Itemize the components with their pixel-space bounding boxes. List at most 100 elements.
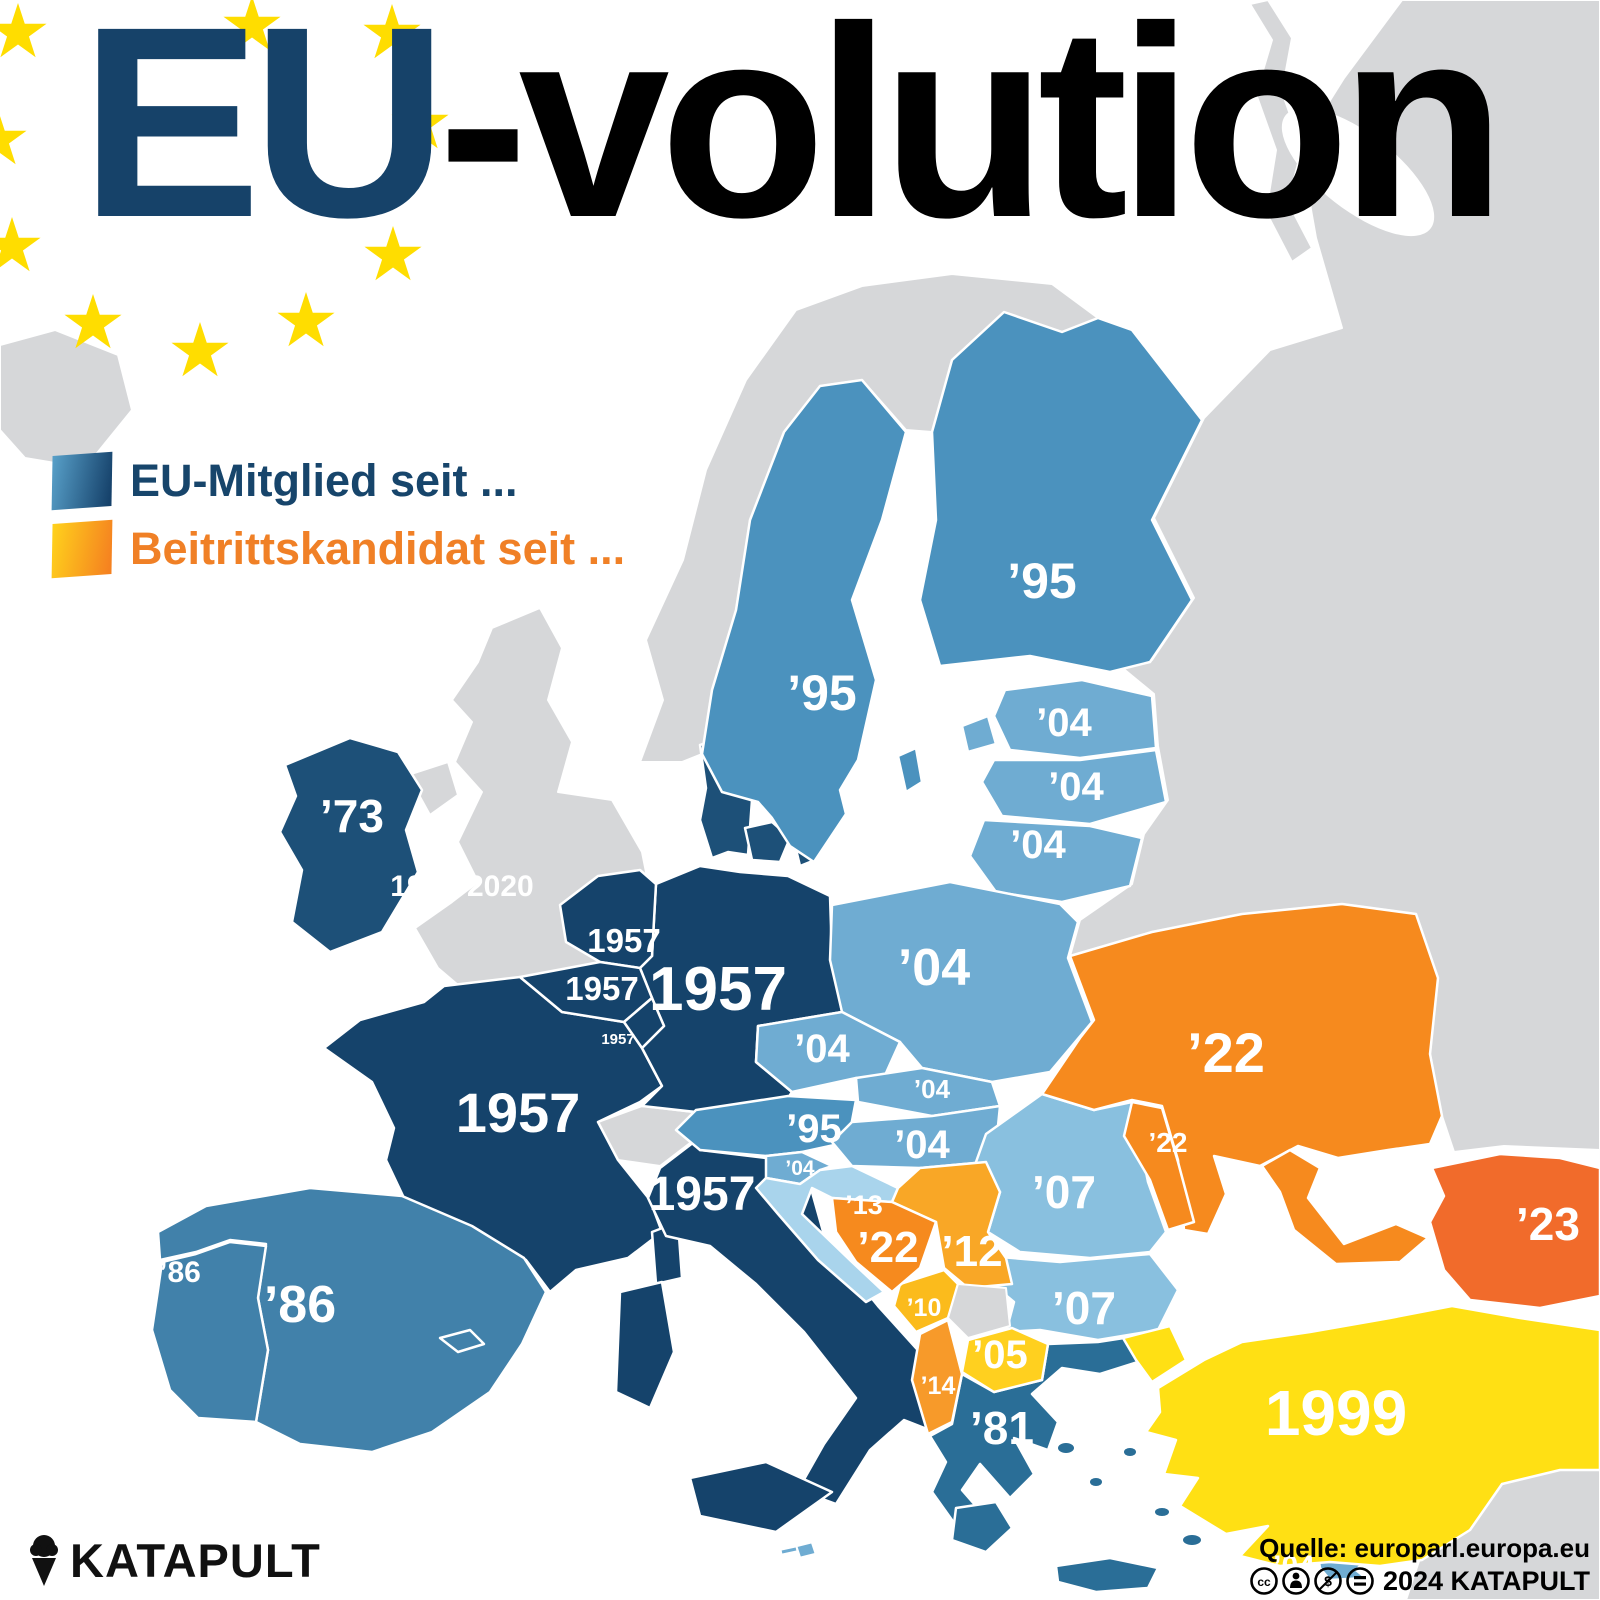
- label-bosnia: ’22: [857, 1223, 918, 1272]
- label-france: 1957: [456, 1081, 581, 1144]
- label-romania: ’07: [1032, 1166, 1096, 1218]
- white-sea: [1281, 107, 1435, 237]
- country-sweden: [700, 378, 908, 864]
- brand-name: KATAPULT: [70, 1533, 321, 1587]
- aegean-islands: [1058, 1443, 1201, 1545]
- label-turkey: 1999: [1265, 1377, 1407, 1449]
- malta-leader-line: [781, 1547, 797, 1554]
- label-georgia: ’23: [1516, 1198, 1580, 1250]
- cc-icon: cc: [1250, 1567, 1278, 1596]
- label-greece: ’81: [970, 1402, 1034, 1454]
- label-netherlands: 1957: [587, 922, 660, 959]
- country-moldova: [1122, 1100, 1196, 1232]
- star-icon: [171, 322, 229, 377]
- northern-ireland: [407, 761, 459, 816]
- country-spain: [156, 1186, 548, 1454]
- label-denmark: ’73: [619, 777, 677, 824]
- star-icon: [64, 294, 122, 349]
- candidate-countries: [830, 902, 1600, 1568]
- country-netherlands: [558, 868, 658, 970]
- country-turkey: [1144, 1304, 1600, 1568]
- by-icon: [1282, 1567, 1310, 1596]
- crimea: [1260, 1148, 1430, 1266]
- novaya-zemlya-islands: [1249, 0, 1313, 263]
- ice-cream-cone-icon: [30, 1535, 58, 1586]
- legend: EU-Mitglied seit ... Beitrittskandidat s…: [51, 451, 626, 588]
- label-ukraine: ’22: [1187, 1021, 1265, 1084]
- label-portugal: ’86: [159, 1256, 201, 1289]
- star-icon: [0, 110, 27, 165]
- cc-by-nc-nd-icons: cc $: [1250, 1567, 1374, 1596]
- country-georgia: [1428, 1152, 1600, 1310]
- country-ireland: [278, 736, 424, 954]
- label-poland: ’04: [898, 939, 970, 997]
- label-bulgaria: ’07: [1052, 1282, 1116, 1334]
- label-italy: 1957: [649, 1168, 756, 1221]
- title-eu: EU: [80, 0, 448, 274]
- license-row: cc $ 2024 KATAPULT: [1249, 1566, 1590, 1597]
- country-ukraine: [1040, 902, 1444, 1236]
- country-estonia: [992, 678, 1158, 760]
- candidate-color-swatch: [51, 519, 113, 579]
- star-icon: [277, 292, 335, 347]
- katapult-brand: KATAPULT: [26, 1532, 321, 1588]
- label-moldova: ’22: [1149, 1127, 1188, 1158]
- peloponnese: [950, 1500, 1014, 1554]
- label-montenegro: ’10: [907, 1294, 942, 1322]
- label-malta: ’04: [741, 1536, 783, 1569]
- sardinia: [614, 1280, 676, 1410]
- label-estonia: ’04: [1036, 701, 1092, 745]
- label-ireland: ’73: [320, 790, 384, 842]
- source-text: Quelle: europarl.europa.eu: [1259, 1533, 1590, 1563]
- legend-candidate-label: Beitrittskandidat seit ...: [130, 523, 626, 574]
- label-sweden: ’95: [787, 665, 857, 721]
- country-finland: [918, 310, 1204, 674]
- country-malta: [794, 1540, 818, 1560]
- crete: [1054, 1556, 1160, 1594]
- country-iceland: [0, 329, 133, 469]
- balearic-islands: [438, 1328, 486, 1354]
- sicily: [688, 1460, 834, 1534]
- member-color-swatch: [51, 451, 113, 511]
- svg-text:cc: cc: [1257, 1575, 1271, 1589]
- country-bosnia: [830, 1196, 938, 1294]
- label-latvia: ’04: [1048, 765, 1104, 809]
- label-slovenia: ’04: [785, 1157, 815, 1180]
- turkey-thrace: [1121, 1324, 1188, 1384]
- country-luxembourg: [622, 996, 666, 1050]
- label-croatia: ’13: [845, 1190, 883, 1220]
- label-hungary: ’04: [894, 1123, 950, 1167]
- credit-text: 2024 KATAPULT: [1382, 1565, 1590, 1596]
- nc-icon: $: [1314, 1567, 1342, 1596]
- label-belgium: 1957: [565, 970, 638, 1007]
- nd-icon: [1346, 1567, 1374, 1596]
- credits: Quelle: europarl.europa.eu cc $: [1249, 1533, 1590, 1597]
- label-uk: 1973-2020: [390, 870, 533, 903]
- legend-member-label: EU-Mitglied seit ...: [130, 455, 518, 506]
- country-latvia: [980, 748, 1168, 826]
- label-germany: 1957: [649, 955, 787, 1024]
- star-icon: [0, 3, 47, 58]
- label-spain: ’86: [264, 1276, 336, 1334]
- country-kosovo: [947, 1283, 1011, 1339]
- label-serbia: ’12: [941, 1227, 1002, 1276]
- label-lithuania: ’04: [1010, 823, 1066, 867]
- legend-row-candidate: Beitrittskandidat seit ...: [51, 519, 626, 579]
- saaremaa: [960, 714, 998, 754]
- label-finland: ’95: [1007, 553, 1077, 609]
- label-north-macedonia: ’05: [972, 1333, 1028, 1377]
- label-luxembourg: 1957: [601, 1031, 634, 1048]
- title-volution: -volution: [437, 0, 1506, 274]
- map-labels: ’73 1973-2020 ’73 ’95 ’95 ’04 ’04 ’04 ’0…: [159, 553, 1580, 1583]
- label-slovakia: ’04: [914, 1074, 951, 1104]
- star-icon: [0, 217, 41, 272]
- country-portugal: [150, 1240, 270, 1424]
- legend-row-member: EU-Mitglied seit ...: [51, 451, 625, 511]
- gotland: [896, 746, 924, 794]
- label-austria: ’95: [786, 1107, 842, 1151]
- label-albania: ’14: [921, 1372, 956, 1400]
- country-lithuania: [968, 818, 1144, 904]
- page-title: EU-volution: [80, 0, 1506, 258]
- label-czechia: ’04: [794, 1027, 850, 1071]
